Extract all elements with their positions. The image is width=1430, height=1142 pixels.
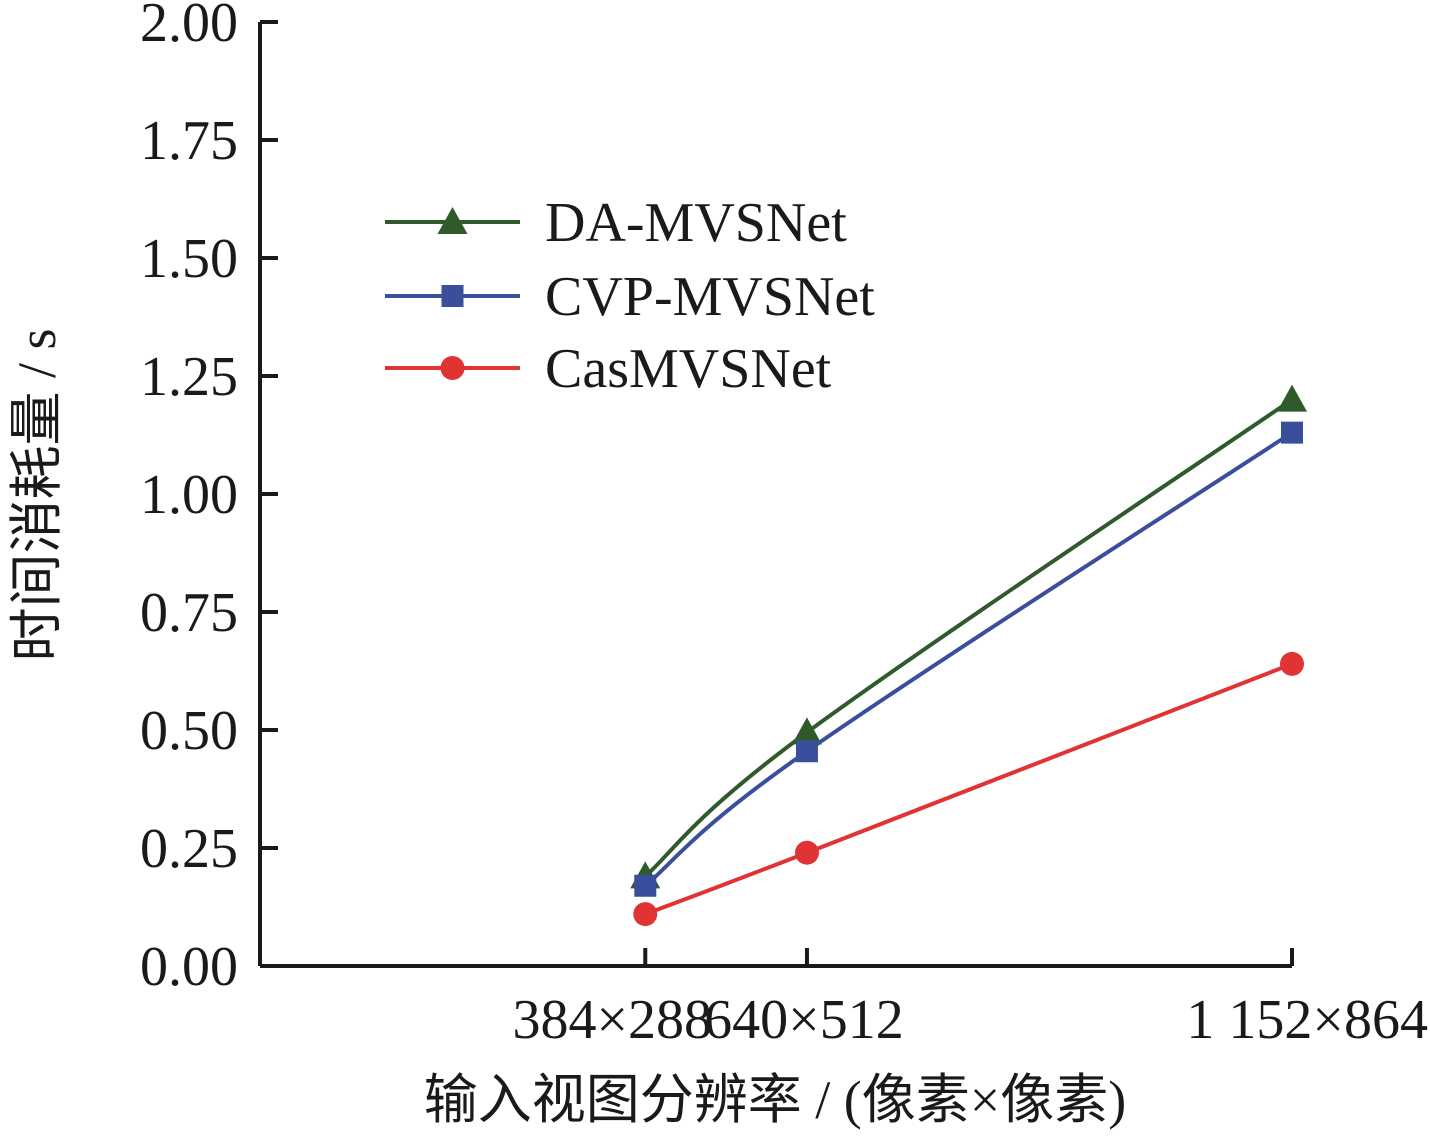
series-casmvsnet [633, 651, 1304, 927]
legend-label: DA-MVSNet [545, 192, 847, 254]
legend-item: CasMVSNet [385, 338, 832, 400]
y-tick-label: 0.75 [140, 582, 238, 644]
legend-item: DA-MVSNet [385, 192, 847, 254]
y-tick-label: 1.25 [140, 346, 238, 408]
series-line [644, 662, 1293, 916]
y-tick-label: 0.25 [140, 818, 238, 880]
series-cvp-mvsnet [634, 421, 1303, 897]
y-tick-label: 1.50 [140, 228, 238, 290]
square-marker [441, 285, 464, 307]
circle-marker [633, 902, 658, 927]
y-tick-label: 2.00 [140, 0, 238, 54]
legend-item: CVP-MVSNet [385, 266, 875, 328]
triangle-marker [437, 207, 468, 234]
x-tick-label: 640×512 [704, 989, 904, 1051]
circle-marker [794, 840, 819, 865]
legend-label: CasMVSNet [545, 338, 832, 400]
y-axis-title: 时间消耗量 / s [7, 328, 67, 661]
x-axis-title: 输入视图分辨率 / (像素×像素) [424, 1070, 1126, 1130]
legend-label: CVP-MVSNet [545, 266, 875, 328]
y-tick-label: 1.75 [140, 110, 238, 172]
square-marker [1281, 421, 1303, 444]
series-da-mvsnet [630, 384, 1307, 889]
triangle-marker [1277, 384, 1307, 412]
y-tick-label: 0.00 [140, 936, 238, 998]
series-layer [630, 384, 1307, 927]
legend: DA-MVSNet CVP-MVSNet CasMVSNet [385, 192, 875, 400]
square-marker [634, 874, 657, 897]
x-tick-label: 384×288 [512, 989, 712, 1051]
square-marker [795, 740, 818, 763]
axes: 0.00 0.25 0.50 0.75 1.00 1.25 1.50 1.75 2.00 384×… [140, 0, 1428, 1051]
triangle-marker [791, 717, 822, 745]
y-tick-label: 0.50 [140, 700, 238, 762]
y-tick-label: 1.00 [140, 464, 238, 526]
series-line [643, 397, 1294, 878]
series-line [644, 430, 1294, 888]
x-tick-label: 1 152×864 [1186, 989, 1428, 1051]
circle-marker [440, 356, 465, 380]
circle-marker [1280, 651, 1304, 676]
